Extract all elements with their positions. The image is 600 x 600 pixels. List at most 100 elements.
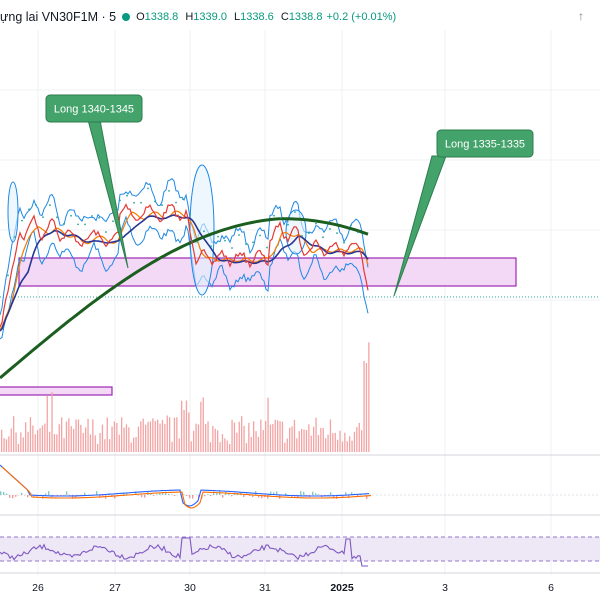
volume-bar: [334, 432, 336, 452]
callout-long-1340[interactable]: Long 1340-1345: [45, 94, 143, 269]
ohlc-readout: O1338.8 H1339.0 L1338.6 C1338.8: [136, 11, 326, 23]
macd-hist-bar: [3, 491, 5, 495]
volume-bar: [286, 438, 288, 452]
volume-bar: [248, 422, 250, 452]
macd-hist-bar: [258, 495, 260, 498]
volume-bar: [161, 420, 164, 452]
macd-hist-bar: [291, 495, 293, 498]
volume-bar: [63, 438, 65, 452]
volume-bar: [92, 419, 94, 452]
volume-bar: [233, 422, 236, 452]
volume-bar: [20, 432, 22, 452]
volume-bar: [70, 426, 72, 452]
macd-hist-bar: [168, 493, 170, 495]
macd-hist-bar: [345, 492, 347, 495]
up-arrow-icon[interactable]: ↑: [578, 9, 584, 23]
volume-bar: [363, 360, 365, 452]
volume-bar: [75, 419, 77, 452]
macd-hist-bar: [66, 491, 68, 495]
time-axis[interactable]: 26 27 30 31 2025 3 6: [32, 582, 554, 594]
volume-bar: [277, 420, 279, 452]
macd-hist-bar: [150, 493, 152, 495]
psar-dot: [259, 234, 261, 237]
macd-hist-bar: [45, 493, 47, 495]
volume-bar: [118, 434, 120, 452]
macd-hist-bar: [315, 493, 317, 495]
psar-dot: [238, 234, 240, 236]
change-readout: +0.2 (+0.01%): [326, 11, 397, 23]
macd-hist-bar: [228, 492, 230, 495]
macd-hist-bar: [156, 494, 158, 495]
x-tick-label: 6: [548, 582, 554, 594]
psar-dot: [14, 236, 16, 238]
psar-dot: [140, 201, 142, 204]
volume-bar: [315, 417, 317, 452]
psar-dot: [203, 230, 205, 233]
macd-hist-bar: [126, 492, 128, 495]
volume-bar: [200, 401, 202, 452]
psar-dot: [280, 216, 282, 219]
macd-hist-bar: [318, 494, 320, 495]
volume-bar: [8, 436, 10, 452]
callout-1-text: Long 1340-1345: [54, 104, 134, 116]
ma-dark-green-line: [0, 217, 369, 380]
volume-bar: [152, 418, 154, 452]
close-key: C: [280, 11, 289, 23]
macd-hist-bar: [135, 491, 137, 495]
small-zone-rect[interactable]: [0, 386, 113, 396]
callout-long-1335[interactable]: Long 1335-1335: [393, 129, 534, 297]
macd-hist-bar: [231, 495, 233, 497]
macd-hist-bar: [48, 491, 50, 495]
psar-dot: [133, 201, 135, 204]
volume-bar: [77, 419, 80, 452]
long-zone-rect[interactable]: [18, 257, 517, 287]
volume-bar: [85, 427, 87, 452]
psar-dot: [350, 224, 352, 227]
volume-bar: [308, 424, 310, 452]
psar-dot: [217, 235, 219, 238]
volume-bar: [303, 429, 305, 452]
volume-bar: [101, 424, 104, 452]
volume-bar: [274, 419, 276, 452]
volume-bar: [13, 416, 15, 452]
volume-bar: [183, 410, 185, 452]
psar-dot: [245, 243, 247, 245]
volume-bar: [310, 435, 312, 452]
macd-hist-bar: [96, 491, 98, 495]
psar-dot: [35, 203, 37, 206]
macd-hist-bar: [243, 495, 245, 498]
volume-bar: [209, 442, 212, 452]
macd-hist-bar: [189, 495, 191, 499]
volume-bar: [82, 432, 84, 452]
macd-hist-bar: [213, 491, 215, 495]
volume-bar: [298, 431, 300, 452]
high-value: 1339.0: [193, 11, 227, 23]
macd-hist-bar: [42, 495, 44, 499]
volume-bar: [322, 428, 324, 452]
macd-hist-bar: [222, 495, 224, 498]
volume-bar: [39, 428, 41, 452]
volume-bar: [142, 418, 144, 452]
macd-hist-bar: [216, 493, 218, 495]
volume-bar: [344, 432, 346, 452]
volume-bar: [356, 427, 358, 452]
macd-hist-bar: [138, 495, 140, 496]
symbol-title[interactable]: ựng lai VN30F1M · 5: [0, 10, 117, 24]
volume-bar: [325, 438, 327, 452]
x-tick-label: 31: [259, 582, 271, 594]
volume-bar: [116, 423, 118, 452]
macd-hist-bar: [144, 495, 146, 498]
volume-bar: [217, 430, 219, 452]
low-value: 1338.6: [240, 11, 274, 23]
macd-hist-bar: [285, 493, 287, 495]
volume-bar: [317, 435, 320, 452]
volume-bar: [255, 431, 257, 452]
volume-bar: [245, 443, 248, 452]
macd-hist-bar: [15, 495, 17, 497]
volume-bar: [197, 424, 200, 452]
callout-2-box: [436, 129, 534, 158]
volume-bar: [106, 417, 108, 452]
chart-header: ựng lai VN30F1M · 5 O1338.8 H1339.0 L133…: [0, 8, 396, 26]
psar-dot: [231, 247, 233, 249]
